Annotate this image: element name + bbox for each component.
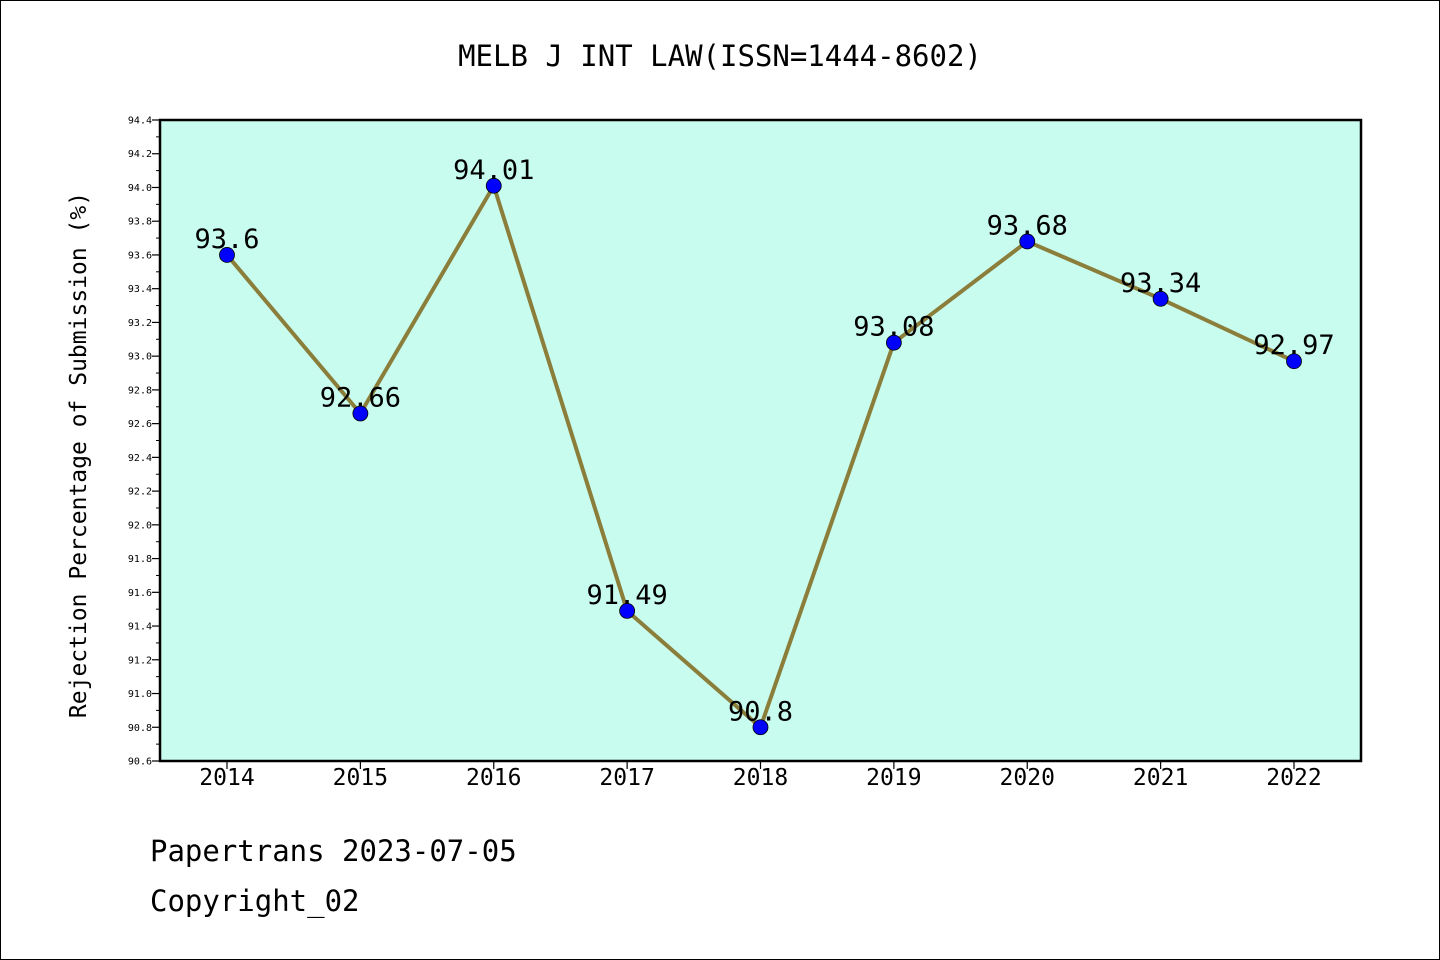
- y-tick-label: 91.2: [128, 655, 152, 666]
- data-point-marker: [352, 405, 369, 422]
- data-label: 90.8: [728, 696, 793, 727]
- y-tick-label: 94.0: [128, 183, 152, 194]
- x-tick-label: 2022: [1266, 765, 1321, 791]
- y-tick-label: 93.0: [128, 352, 152, 363]
- y-tick-label: 92.0: [128, 520, 152, 531]
- x-tick-label: 2018: [733, 765, 788, 791]
- x-tick-label: 2016: [466, 765, 521, 791]
- y-tick-label: 92.8: [128, 385, 152, 396]
- x-tick-label: 2017: [599, 765, 654, 791]
- y-tick-label: 92.6: [128, 419, 152, 430]
- x-tick-label: 2014: [199, 765, 254, 791]
- footer-date: Papertrans 2023-07-05: [150, 834, 517, 868]
- data-label: 94.01: [453, 155, 534, 186]
- data-point-marker: [1019, 233, 1036, 250]
- y-tick-label: 93.2: [128, 318, 152, 329]
- data-point-marker: [485, 177, 502, 194]
- data-point-marker: [885, 334, 902, 351]
- x-tick-label: 2015: [333, 765, 388, 791]
- data-point-marker: [219, 247, 235, 263]
- data-label: 92.97: [1253, 330, 1334, 361]
- y-tick-label: 91.6: [128, 588, 152, 599]
- data-point-marker: [1152, 290, 1169, 307]
- footer-copyright: Copyright_02: [150, 884, 360, 918]
- data-label: 93.68: [987, 210, 1068, 241]
- y-tick-label: 93.8: [128, 217, 152, 228]
- y-tick-label: 94.4: [128, 116, 152, 127]
- chart-title: MELB J INT LAW(ISSN=1444-8602): [458, 39, 982, 73]
- series-line-group: [219, 177, 1302, 736]
- x-tick-label: 2019: [866, 765, 921, 791]
- data-label: 92.66: [320, 383, 401, 414]
- plot-area: [158, 118, 1363, 763]
- y-tick-label: 91.0: [128, 689, 152, 700]
- data-label: 93.08: [853, 312, 934, 343]
- data-label: 93.6: [194, 224, 259, 255]
- y-tick-label: 90.6: [128, 757, 152, 768]
- y-tick-label: 90.8: [128, 723, 152, 734]
- y-tick-label: 93.4: [128, 284, 152, 295]
- y-tick-label: 94.2: [128, 149, 152, 160]
- data-label: 91.49: [586, 580, 667, 611]
- y-tick-label: 91.4: [128, 622, 152, 633]
- data-point-marker: [619, 602, 636, 619]
- y-axis-ticks: 90.6 90.8 91.0 91.2 91.4 91.6 91.8 92.0 92.2 92.4…: [128, 116, 160, 768]
- data-point-marker: [752, 719, 769, 736]
- y-tick-label: 92.4: [128, 453, 152, 464]
- x-axis-ticks: 2014 2015 2016 2017 2018 2019 2020 2021 2022: [199, 761, 1322, 791]
- y-tick-label: 93.6: [128, 250, 152, 261]
- x-tick-label: 2020: [1000, 765, 1055, 791]
- y-tick-label: 92.2: [128, 487, 152, 498]
- x-tick-label: 2021: [1133, 765, 1188, 791]
- y-axis-label: Rejection Percentage of Submission (%): [66, 192, 92, 718]
- data-point-marker: [1286, 353, 1302, 370]
- data-labels-group: 93.6 92.66 94.01 91.49 90.8 93.08 93.68 93.34 92…: [194, 155, 1334, 727]
- y-tick-label: 91.8: [128, 554, 152, 565]
- data-label: 93.34: [1120, 268, 1201, 299]
